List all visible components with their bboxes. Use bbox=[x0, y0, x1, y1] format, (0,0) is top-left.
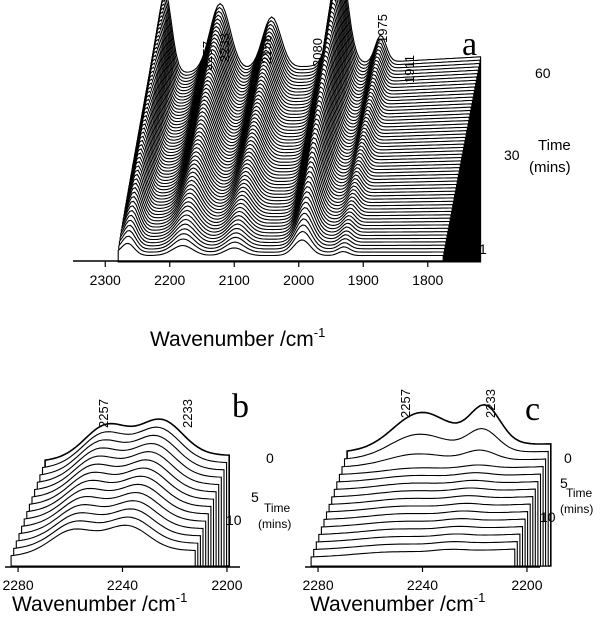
panel-a-peak-label-1: 2233 bbox=[217, 33, 232, 62]
panel-b: 2280 2240 2200 b 2257 2233 0 5 10 Time (min… bbox=[2, 388, 291, 616]
panel-a-tick-label-5: 1800 bbox=[412, 272, 443, 288]
panel-b-peak-label-1: 2233 bbox=[180, 399, 195, 428]
panel-c-letter: c bbox=[525, 391, 540, 428]
panel-a-time-tick-60: 60 bbox=[535, 65, 551, 81]
panel-a-time-tick-30: 30 bbox=[504, 147, 520, 163]
panel-c-trace-14 bbox=[310, 548, 516, 567]
panel-b-peak-label-0: 2257 bbox=[96, 399, 111, 428]
panel-a-peak-label-2: 2158 bbox=[259, 35, 274, 64]
panel-b-peak-labels: 2257 2233 bbox=[96, 399, 195, 428]
panel-b-time-tick-10: 10 bbox=[226, 512, 242, 528]
panel-c-time-label-line2: (mins) bbox=[560, 502, 593, 516]
panel-b-traces bbox=[10, 418, 230, 567]
panel-a-peak-labels: 2257 2233 2158 2080 1975 1911 bbox=[200, 14, 417, 83]
panel-c: 2280 2240 2200 c 2257 2233 0 5 10 Time (min… bbox=[302, 389, 593, 616]
panel-b-x-label-text: Wavenumber /cm bbox=[12, 593, 176, 616]
panel-a-time-label-line1: Time bbox=[538, 137, 571, 154]
panel-a-x-label: Wavenumber /cm-1 bbox=[150, 325, 325, 351]
panel-b-time-tick-0: 0 bbox=[266, 450, 274, 466]
panel-c-x-label: Wavenumber /cm-1 bbox=[310, 590, 485, 616]
panel-a-tick-label-3: 2000 bbox=[283, 272, 314, 288]
panel-a-peak-label-4: 1975 bbox=[375, 14, 390, 43]
panel-a-x-label-sup: -1 bbox=[314, 325, 326, 340]
panel-a-traces bbox=[117, 0, 482, 263]
panel-b-x-label-sup: -1 bbox=[176, 590, 188, 605]
panel-b-time-label-line1: Time bbox=[264, 501, 291, 515]
panel-c-time-label-line1: Time bbox=[566, 486, 593, 500]
panel-b-letter: b bbox=[232, 388, 249, 425]
panel-a-tick-label-1: 2200 bbox=[154, 272, 185, 288]
panel-a-tick-label-0: 2300 bbox=[90, 272, 121, 288]
panel-c-time-tick-5: 5 bbox=[560, 475, 568, 491]
panel-b-tick-label-1: 2240 bbox=[107, 577, 138, 593]
panel-c-peak-label-0: 2257 bbox=[398, 389, 413, 418]
panel-a-letter: a bbox=[462, 26, 477, 63]
panel-b-x-ticks: 2280 2240 2200 bbox=[2, 567, 243, 593]
panel-a: 2300 2200 2100 2000 1900 1800 a 2257 2233 2158 2… bbox=[73, 0, 571, 351]
panel-b-time-label-line2: (mins) bbox=[258, 517, 291, 531]
panel-a-peak-label-5: 1911 bbox=[402, 55, 417, 83]
panel-a-peak-label-0: 2257 bbox=[200, 41, 215, 70]
panel-b-tick-label-0: 2280 bbox=[2, 577, 33, 593]
panel-a-time-label-line2: (mins) bbox=[529, 159, 571, 176]
panel-b-trace-13 bbox=[10, 524, 196, 567]
panel-a-trace-1 bbox=[117, 239, 444, 263]
panel-c-x-label-text: Wavenumber /cm bbox=[310, 593, 474, 616]
panel-a-tick-label-4: 1900 bbox=[348, 272, 379, 288]
panel-b-time-tick-5: 5 bbox=[251, 489, 259, 505]
panel-c-peak-label-1: 2233 bbox=[483, 389, 498, 418]
panel-c-x-label-sup: -1 bbox=[474, 590, 486, 605]
panel-a-peak-label-3: 2080 bbox=[310, 38, 325, 67]
panel-c-time-tick-10: 10 bbox=[540, 509, 556, 525]
panel-a-tick-label-2: 2100 bbox=[219, 272, 250, 288]
panel-c-peak-labels: 2257 2233 bbox=[398, 389, 498, 418]
panel-c-tick-label-0: 2280 bbox=[302, 577, 333, 593]
panel-c-traces bbox=[310, 403, 552, 567]
panel-c-tick-label-1: 2240 bbox=[407, 577, 438, 593]
panel-b-x-label: Wavenumber /cm-1 bbox=[12, 590, 187, 616]
panel-a-x-label-text: Wavenumber /cm bbox=[150, 328, 314, 351]
panel-a-x-ticks: 2300 2200 2100 2000 1900 1800 bbox=[90, 261, 444, 288]
panel-c-tick-label-2: 2200 bbox=[511, 577, 542, 593]
panel-b-tick-label-2: 2200 bbox=[211, 577, 242, 593]
panel-c-x-ticks: 2280 2240 2200 bbox=[302, 567, 543, 593]
panel-a-time-tick-1: 1 bbox=[479, 241, 487, 257]
panel-c-time-tick-0: 0 bbox=[564, 450, 572, 466]
